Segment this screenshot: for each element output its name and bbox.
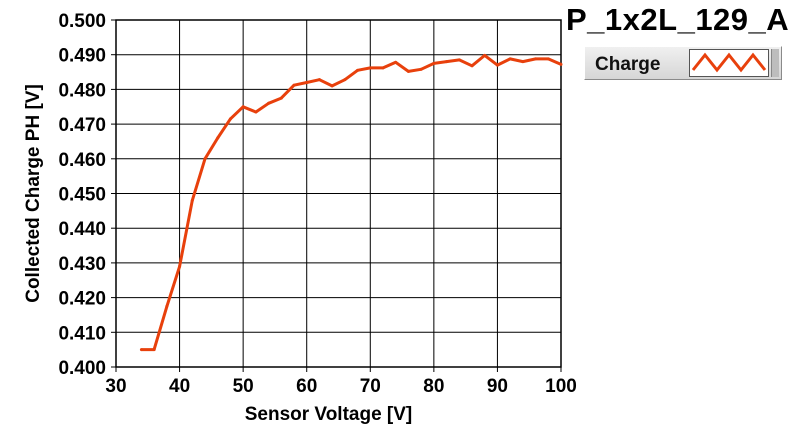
data-point [457, 58, 461, 62]
y-tick-label: 0.420 [58, 289, 106, 310]
y-tick-label: 0.500 [58, 11, 106, 32]
data-point [432, 61, 436, 65]
y-tick-label: 0.440 [58, 219, 106, 240]
y-tick-label: 0.480 [58, 80, 106, 101]
y-tick-label: 0.490 [58, 46, 106, 67]
data-point [483, 53, 487, 57]
data-point [203, 157, 207, 161]
legend-label-charge: Charge [595, 54, 661, 75]
legend-scrollbar[interactable] [771, 49, 779, 77]
y-tick-label: 0.450 [58, 185, 106, 206]
data-point [330, 84, 334, 88]
y-tick-label: 0.470 [58, 115, 106, 136]
data-point [559, 62, 563, 66]
data-point [139, 348, 143, 352]
data-point [381, 66, 385, 70]
y-tick-label: 0.410 [58, 323, 106, 344]
data-point [534, 57, 538, 61]
data-point [241, 105, 245, 109]
zigzag-line-swatch-icon [689, 49, 769, 77]
data-point [216, 136, 220, 140]
data-point [470, 64, 474, 68]
data-point [406, 69, 410, 73]
y-tick-label: 0.400 [58, 358, 106, 379]
chart-title: P_1x2L_129_A [566, 2, 790, 37]
x-axis-label: Sensor Voltage [V] [245, 404, 413, 425]
data-point [356, 68, 360, 72]
data-point [152, 348, 156, 352]
series-line-charge [141, 53, 562, 352]
data-point [445, 60, 449, 64]
data-point [546, 57, 550, 61]
data-point [495, 63, 499, 67]
data-point [394, 60, 398, 64]
data-point [190, 198, 194, 202]
data-point [178, 264, 182, 268]
x-tick-label: 90 [487, 376, 508, 397]
data-point [317, 78, 321, 82]
x-tick-label: 30 [105, 376, 126, 397]
data-point [279, 96, 283, 100]
x-tick-label: 50 [233, 376, 254, 397]
data-point [228, 117, 232, 121]
data-point [419, 67, 423, 71]
data-point [305, 80, 309, 84]
legend: Charge [584, 46, 782, 80]
data-point [267, 101, 271, 105]
y-tick-label: 0.430 [58, 254, 106, 275]
y-tick-label: 0.460 [58, 150, 106, 171]
x-tick-label: 40 [169, 376, 190, 397]
y-axis-label: Collected Charge PH [V] [23, 84, 44, 303]
data-point [368, 66, 372, 70]
data-point [254, 110, 258, 114]
data-point [521, 60, 525, 64]
data-point [292, 83, 296, 87]
data-point [165, 304, 169, 308]
data-point [343, 78, 347, 82]
x-tick-label: 60 [296, 376, 317, 397]
x-tick-label: 70 [360, 376, 381, 397]
x-tick-label: 100 [545, 376, 577, 397]
x-tick-label: 80 [423, 376, 444, 397]
data-point [508, 57, 512, 61]
